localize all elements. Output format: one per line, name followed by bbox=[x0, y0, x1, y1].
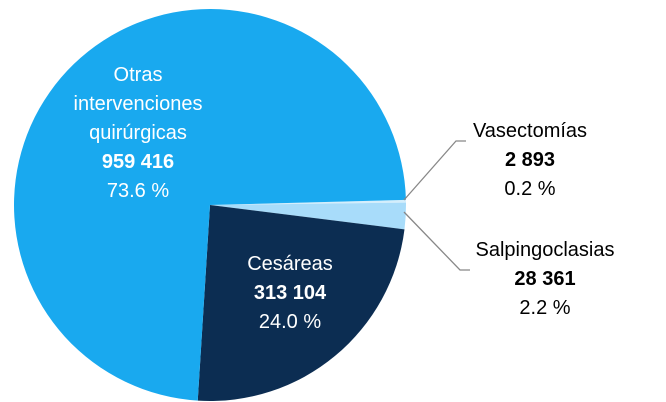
value-label: 2 893 bbox=[504, 149, 556, 171]
pie-slice bbox=[14, 8, 406, 401]
slice-label: Otras intervenciones quirúrgicas 959 416… bbox=[63, 61, 213, 206]
value-label: 28 361 bbox=[514, 268, 576, 290]
category-label: Salpingoclasias bbox=[475, 239, 615, 261]
value-label: 313 104 bbox=[253, 282, 327, 304]
slice-label: Vasectomías 2 893 0.2 % bbox=[460, 117, 600, 204]
slice-label: Salpingoclasias 28 361 2.2 % bbox=[470, 236, 620, 323]
category-label: Cesáreas bbox=[247, 253, 333, 275]
percentage-label: 73.6 % bbox=[106, 180, 170, 202]
value-label: 959 416 bbox=[101, 151, 175, 173]
pie-slice bbox=[210, 202, 406, 230]
slice-label: Cesáreas 313 104 24.0 % bbox=[220, 250, 360, 337]
pie-slice bbox=[210, 199, 406, 205]
percentage-label: 0.2 % bbox=[504, 178, 556, 200]
category-label: Otras intervenciones quirúrgicas bbox=[73, 64, 203, 144]
leader-line bbox=[403, 140, 466, 201]
category-label: Vasectomías bbox=[472, 120, 588, 142]
percentage-label: 2.2 % bbox=[519, 297, 571, 319]
percentage-label: 24.0 % bbox=[258, 311, 322, 333]
leader-line bbox=[403, 211, 470, 271]
pie-slice bbox=[197, 205, 405, 401]
